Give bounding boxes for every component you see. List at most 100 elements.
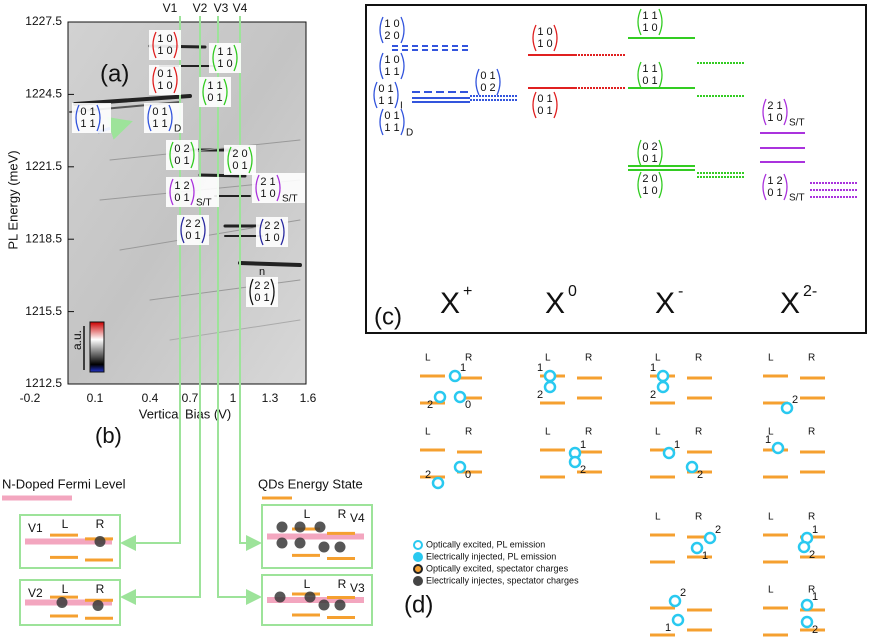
charge (274, 591, 286, 603)
voltage-label: V3 (214, 1, 229, 15)
state-label: 2 21 0 (256, 217, 288, 247)
legend-marker (413, 540, 423, 550)
state-label: 1 10 1 (199, 77, 231, 107)
charge-state: X (780, 287, 800, 320)
state-label: 2 01 0 (637, 171, 663, 199)
state-top: 0 2 (174, 143, 189, 155)
y-tick-label: 1221.5 (25, 159, 62, 173)
carrier (453, 460, 467, 474)
state-bottom: 2 0 (384, 30, 399, 42)
state-bottom: 0 1 (642, 75, 657, 87)
panel-label: (b) (95, 423, 122, 448)
state-top: 0 1 (480, 70, 495, 82)
state-bottom: 0 1 (767, 187, 782, 199)
bracket (259, 218, 264, 246)
state-top: 1 1 (207, 80, 222, 92)
state-sub: S/T (789, 118, 805, 129)
carrier (771, 441, 785, 455)
cell-R: R (695, 427, 702, 438)
bracket (762, 98, 767, 126)
bracket (532, 91, 537, 119)
state-label: 0 11 0 (149, 65, 181, 95)
carrier-index: 2 (650, 389, 656, 401)
state-top: 1 1 (642, 63, 657, 75)
state-bottom: 1 1 (378, 95, 393, 107)
label-bg (72, 103, 111, 133)
x-tick-label: 0.1 (87, 391, 104, 405)
state-top: 1 2 (174, 180, 189, 192)
box-L: L (304, 577, 311, 591)
state-bottom: 1 1 (80, 118, 95, 130)
bracket (379, 16, 384, 44)
legend-marker (413, 552, 423, 562)
charge-sup: 0 (568, 283, 577, 300)
cell-R: R (585, 353, 592, 364)
box-name: V4 (350, 511, 365, 525)
carrier (800, 615, 814, 629)
carrier (800, 598, 814, 612)
cell-L: L (545, 353, 551, 364)
panel-label: (d) (404, 591, 433, 618)
state-box (261, 574, 373, 626)
bracket (496, 68, 501, 96)
state-top: 0 1 (80, 106, 95, 118)
y-tick-label: 1212.5 (25, 376, 62, 390)
state-bottom: 1 0 (217, 58, 232, 70)
carrier-index: 1 (812, 591, 818, 603)
carrier (543, 380, 557, 394)
bracket (173, 31, 178, 59)
cell-L: L (768, 353, 774, 364)
state-top: 2 1 (260, 176, 275, 188)
cell-L: L (655, 512, 661, 523)
bracket (400, 16, 405, 44)
bracket (637, 8, 642, 36)
carrier-index: 2 (715, 524, 721, 536)
bracket (658, 61, 663, 89)
state-top: 2 0 (232, 148, 247, 160)
bracket (637, 139, 642, 167)
charge-sup: 2- (803, 283, 817, 300)
charge (94, 536, 106, 547)
legend-label: QDs Energy State (258, 476, 363, 491)
state-bottom: 1 0 (260, 188, 275, 200)
state-bottom: 1 0 (642, 22, 657, 34)
bracket (255, 174, 260, 202)
bracket (233, 44, 238, 72)
cell-L: L (655, 353, 661, 364)
state-sub: S/T (789, 193, 805, 204)
legend-text: Optically excited, spectator charges (426, 563, 569, 573)
state-label: 1 01 0 (532, 24, 558, 52)
box-R: R (96, 582, 105, 596)
state-bottom: 1 0 (157, 80, 172, 92)
charge (318, 541, 330, 553)
bracket (783, 98, 788, 126)
state-label: 2 20 1 n (246, 266, 278, 307)
charge (318, 599, 330, 611)
bracket (280, 218, 285, 246)
bracket (248, 146, 253, 174)
state-sub: D (174, 124, 181, 135)
carrier-index: 0 (465, 469, 471, 481)
bracket (658, 171, 663, 199)
charge (334, 541, 346, 553)
cell-R: R (465, 353, 472, 364)
bracket (152, 66, 157, 94)
legend-marker (413, 564, 423, 574)
box-L: L (62, 517, 69, 531)
cell-L: L (768, 585, 774, 596)
state-top: 1 0 (157, 33, 172, 45)
label-bg (144, 103, 183, 133)
state-label: 2 11 0 S/T (762, 98, 805, 129)
bracket (553, 91, 558, 119)
state-bottom: 1 1 (384, 122, 399, 134)
state-label: 1 02 0 (379, 16, 405, 44)
carrier (662, 446, 676, 460)
panel-c-frame (365, 4, 867, 334)
state-top: 0 1 (152, 106, 167, 118)
cell-R: R (808, 585, 815, 596)
state-label: 1 11 0 (209, 43, 241, 73)
box-R: R (338, 507, 347, 521)
carrier-index: 1 (702, 550, 708, 562)
y-tick-label: 1215.5 (25, 304, 62, 318)
box-R: R (338, 577, 347, 591)
